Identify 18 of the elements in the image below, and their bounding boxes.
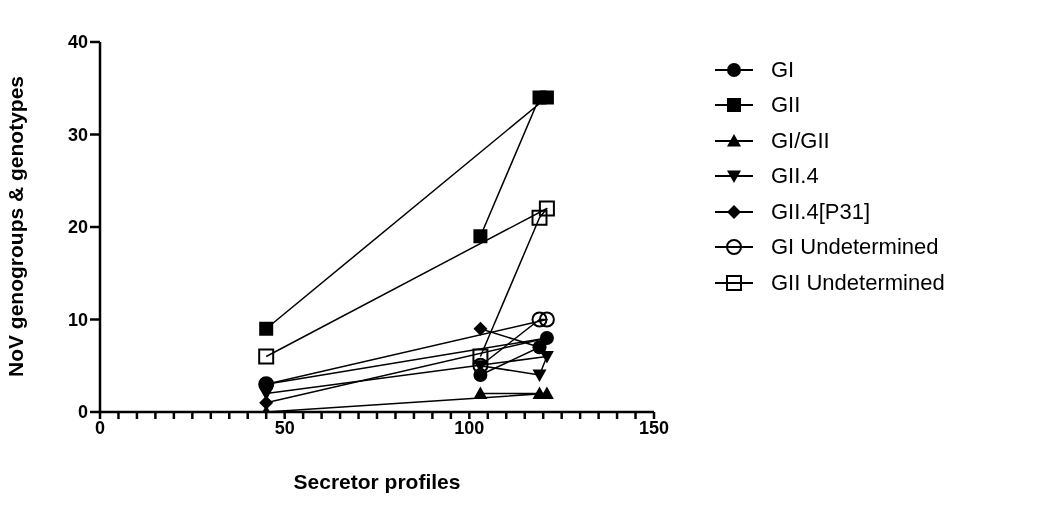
y-tick-label: 0 [77,402,88,423]
legend-label: GI/GII [771,127,830,154]
y-axis-title: NoV genogroups & genotypes [4,75,28,377]
y-tick-label: 20 [67,217,88,238]
legend-label: GII [771,92,801,119]
x-tick-label: 100 [454,417,485,438]
legend-label: GII.4 [771,163,819,190]
x-tick-label: 50 [274,417,295,438]
legend-label: GII.4[P31] [771,198,871,225]
legend-label: GII Undetermined [771,269,945,296]
legend-label: GI [771,56,795,83]
y-tick-label: 10 [67,309,88,330]
x-axis-title: Secretor profiles [293,470,461,493]
x-tick-label: 150 [638,417,670,438]
y-tick-label: 40 [67,32,88,53]
y-tick-label: 30 [67,124,88,145]
x-tick-label: 0 [94,417,106,438]
legend-label: GI Undetermined [771,234,939,261]
